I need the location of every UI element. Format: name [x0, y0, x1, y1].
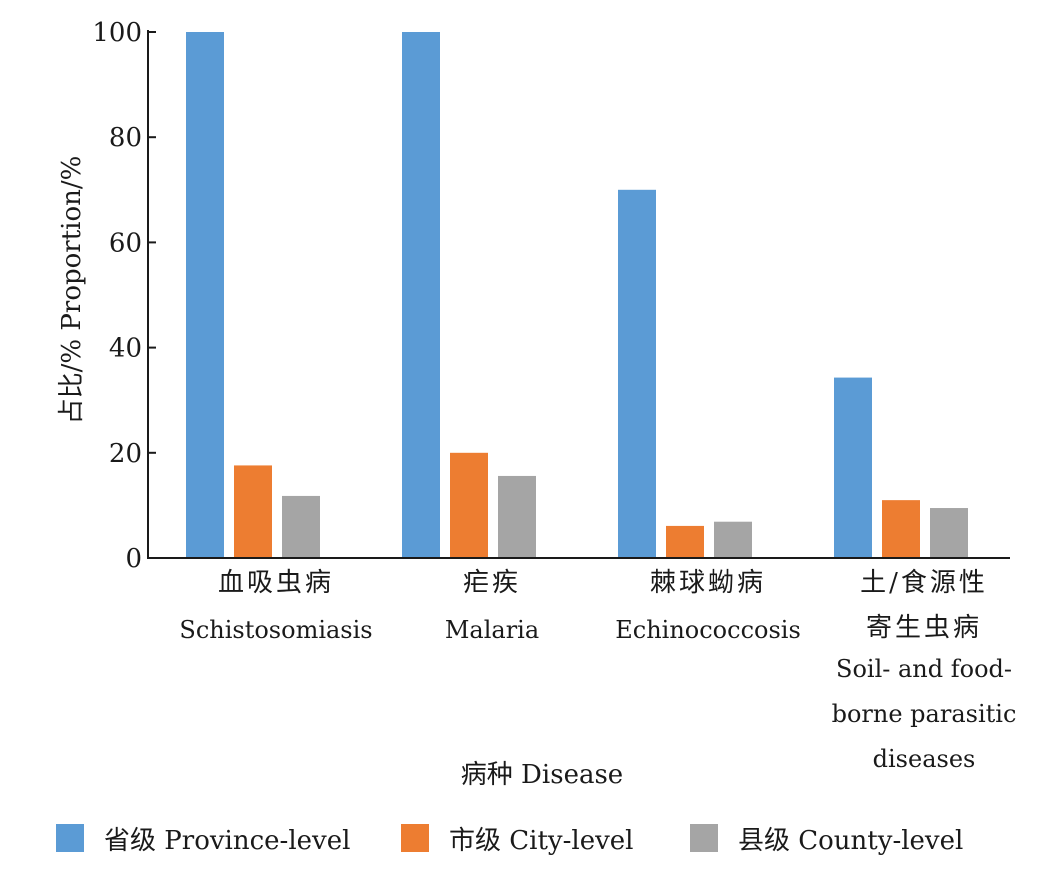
y-axis-title: 占比/% Proportion/%: [57, 156, 87, 425]
x-tick-label-en: Soil- and food-: [836, 655, 1012, 683]
x-axis-category-labels: 血吸虫病 Schistosomiasis 疟疾 Malaria 棘球蚴病 Echinoco…: [179, 568, 1016, 773]
legend-label: 县级 County-level: [738, 826, 963, 856]
x-axis-title: 病种 Disease: [461, 760, 623, 790]
bar: [282, 495, 320, 558]
x-tick-label-cn: 棘球蚴病: [650, 568, 766, 598]
y-tick-label: 40: [109, 334, 142, 364]
x-tick-label-en: Schistosomiasis: [179, 616, 372, 644]
legend-label: 市级 City-level: [449, 826, 634, 856]
y-tick-label: 0: [125, 544, 142, 574]
bar: [498, 475, 536, 558]
y-axis-ticks: 0 20 40 60 80 100: [92, 18, 156, 574]
legend-label: 省级 Province-level: [104, 826, 350, 856]
x-tick-label-en: diseases: [873, 745, 976, 773]
bar: [186, 32, 224, 558]
bar: [714, 521, 752, 558]
bar: [930, 508, 968, 558]
legend-swatch: [401, 824, 429, 852]
y-tick-label: 80: [109, 123, 142, 153]
bar: [882, 500, 920, 558]
y-tick-label: 20: [109, 439, 142, 469]
x-tick-label-cn: 血吸虫病: [218, 568, 334, 598]
legend: 省级 Province-level 市级 City-level 县级 County-…: [56, 824, 963, 856]
y-tick-label: 100: [92, 18, 142, 48]
x-tick-label-cn: 疟疾: [463, 568, 521, 598]
x-tick-label-cn: 寄生虫病: [866, 613, 982, 643]
bar: [450, 452, 488, 558]
bar: [402, 32, 440, 558]
bar: [618, 189, 656, 559]
plot-area: [186, 32, 968, 559]
x-tick-label-en: Echinococcosis: [615, 616, 801, 644]
bar: [666, 525, 704, 558]
bar: [234, 465, 272, 558]
legend-swatch: [56, 824, 84, 852]
bar: [834, 377, 872, 558]
x-tick-label-cn: 土/食源性: [860, 568, 988, 598]
x-tick-label-en: Malaria: [445, 616, 539, 644]
y-tick-label: 60: [109, 228, 142, 258]
x-tick-label-en: borne parasitic: [832, 700, 1017, 728]
legend-swatch: [690, 824, 718, 852]
